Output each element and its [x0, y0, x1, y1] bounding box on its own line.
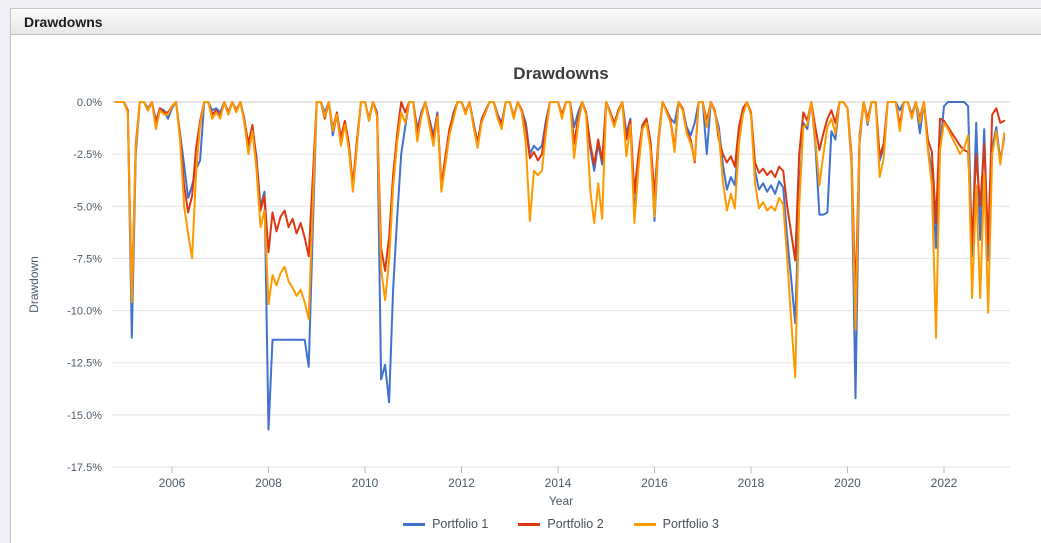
x-tick-label: 2010: [352, 476, 379, 490]
y-tick-label: -10.0%: [67, 306, 102, 318]
series-line-portfolio-2[interactable]: [114, 101, 1006, 302]
y-axis-title: Drawdown: [27, 256, 41, 313]
y-tick-label: -12.5%: [67, 358, 102, 370]
legend-line-swatch: [518, 522, 541, 526]
x-tick-label: 2014: [545, 476, 572, 490]
x-axis-title: Year: [549, 494, 573, 508]
y-tick-label: -15.0%: [67, 410, 102, 422]
legend-item-portfolio-1: Portfolio 1: [403, 517, 488, 531]
x-tick-label: 2022: [931, 476, 958, 490]
panel-title: Drawdowns: [24, 13, 103, 30]
x-tick-label: 2008: [255, 476, 282, 490]
x-tick-label: 2012: [448, 476, 475, 490]
legend-item-portfolio-3: Portfolio 3: [633, 517, 719, 531]
drawdowns-panel: Drawdowns Drawdowns 0.0% -2.5% -5.0% -7.5% -…: [10, 8, 1041, 543]
x-tick-label: 2020: [834, 476, 861, 490]
chart-legend: Portfolio 1 Portfolio 2 Portfolio 3: [111, 517, 1011, 531]
panel-header: Drawdowns: [11, 9, 1041, 35]
y-tick-label: -17.5%: [67, 462, 102, 474]
legend-label: Portfolio 1: [432, 517, 489, 531]
legend-label: Portfolio 2: [547, 517, 604, 531]
chart-container: Drawdowns 0.0% -2.5% -5.0% -7.5% -10.0% -12.5…: [11, 35, 1041, 543]
drawdowns-chart[interactable]: 0.0% -2.5% -5.0% -7.5% -10.0% -12.5% -15.0% -17…: [11, 35, 1041, 515]
y-tick-label: -5.0%: [73, 201, 102, 213]
x-tick-label: 2018: [738, 476, 765, 490]
series-line-portfolio-3[interactable]: [114, 101, 1006, 379]
y-tick-label: -2.5%: [73, 149, 102, 161]
x-tick-label: 2016: [641, 476, 668, 490]
y-tick-label: 0.0%: [77, 97, 102, 109]
x-tick-label: 2006: [159, 476, 186, 490]
y-tick-label: -7.5%: [73, 253, 102, 265]
legend-label: Portfolio 3: [662, 517, 719, 531]
legend-line-swatch: [403, 522, 426, 526]
legend-item-portfolio-2: Portfolio 2: [518, 517, 604, 531]
legend-line-swatch: [633, 522, 656, 526]
chart-title: Drawdowns: [513, 64, 609, 83]
